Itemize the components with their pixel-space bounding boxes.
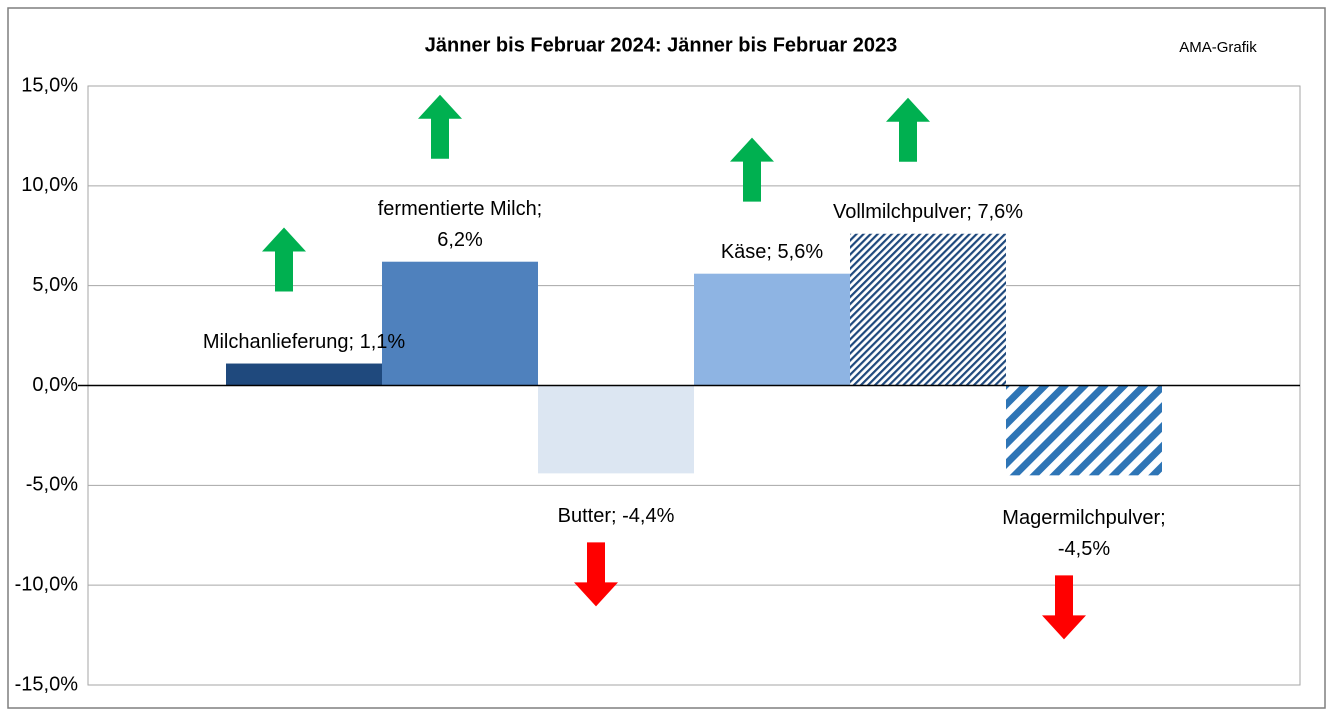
data-label: Milchanlieferung; 1,1% bbox=[202, 330, 406, 353]
arrow-up bbox=[418, 94, 462, 159]
bar bbox=[850, 233, 1006, 386]
arrow-up bbox=[730, 137, 774, 202]
y-tick-label: 15,0% bbox=[21, 74, 78, 96]
y-tick-label: 0,0% bbox=[32, 374, 78, 396]
bar bbox=[694, 273, 850, 386]
y-tick-label: -5,0% bbox=[26, 474, 78, 496]
arrow-up bbox=[262, 227, 306, 292]
y-tick-label: -10,0% bbox=[15, 573, 79, 595]
data-label: Magermilchpulver; -4,5% bbox=[1002, 507, 1166, 561]
bar bbox=[1006, 385, 1162, 476]
chart-title: Jänner bis Februar 2024: Jänner bis Febr… bbox=[425, 34, 897, 56]
annotation: AMA-Grafik bbox=[1179, 39, 1257, 56]
bar bbox=[538, 385, 694, 474]
y-tick-label: 5,0% bbox=[32, 274, 78, 296]
data-label: Butter; -4,4% bbox=[557, 505, 675, 528]
y-tick-label: -15,0% bbox=[15, 673, 79, 695]
arrow-up bbox=[886, 97, 930, 162]
bar bbox=[382, 261, 538, 386]
y-tick-label: 10,0% bbox=[21, 174, 78, 196]
data-label: Käse; 5,6% bbox=[720, 240, 824, 263]
frame bbox=[7, 7, 1326, 709]
arrow-down bbox=[1042, 575, 1086, 640]
data-label: fermentierte Milch; 6,2% bbox=[377, 197, 543, 251]
bar bbox=[226, 363, 382, 386]
arrow-down bbox=[574, 542, 618, 607]
data-label: Vollmilchpulver; 7,6% bbox=[832, 200, 1024, 223]
